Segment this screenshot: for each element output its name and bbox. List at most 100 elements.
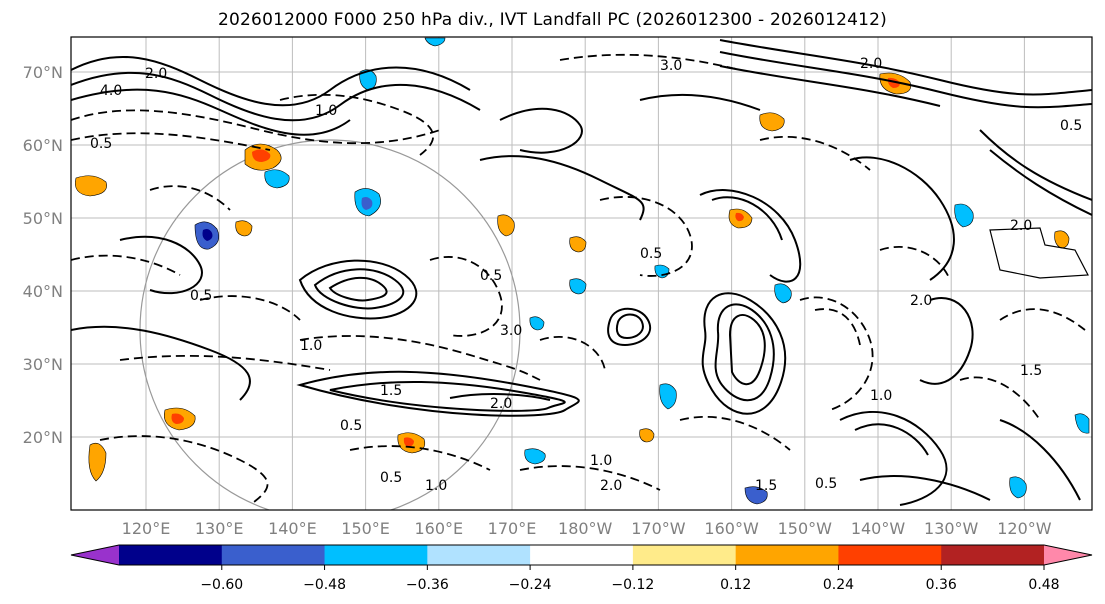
lat-tick-label: 20°N	[23, 428, 63, 447]
colorbar-segment	[119, 545, 223, 565]
contour-label: 0.5	[340, 418, 362, 434]
contour-line	[719, 51, 1092, 109]
lon-tick-label: 140°E	[268, 519, 317, 538]
lat-tick-label: 60°N	[23, 136, 63, 155]
shade-cyan	[569, 278, 587, 295]
contour-line	[759, 136, 871, 171]
contour-line	[879, 245, 951, 281]
contour-label: 0.5	[480, 268, 502, 284]
contour-line	[607, 307, 651, 347]
contour-line	[711, 196, 783, 241]
colorbar-segment	[427, 545, 531, 565]
shade-cyan	[744, 486, 768, 505]
shade-cyan	[529, 316, 545, 331]
contour-label: 2.0	[490, 396, 512, 412]
contour-line	[799, 296, 874, 411]
contour-label: 1.0	[315, 103, 337, 119]
contour-line	[999, 308, 1086, 331]
contour-line	[71, 88, 351, 136]
contour-label: 1.5	[755, 478, 777, 494]
colorbar-segment	[838, 545, 942, 565]
contour-line	[849, 156, 955, 281]
contour-line	[71, 56, 471, 107]
colorbar-tick-label: 0.24	[823, 577, 854, 593]
contour-label: 0.5	[190, 288, 212, 304]
contour-line	[999, 419, 1081, 501]
contour-line	[71, 254, 181, 276]
contour-line	[719, 39, 1092, 96]
colorbar-tick-label: −0.12	[611, 577, 654, 593]
lon-tick-label: 140°W	[851, 519, 906, 538]
colorbar-tick-label: −0.36	[406, 577, 449, 593]
colorbar-segment	[632, 545, 737, 565]
shade-red	[171, 413, 184, 424]
contour-line	[979, 129, 1092, 201]
contour-line	[699, 189, 802, 283]
contour-line	[119, 235, 203, 295]
coastline	[989, 227, 1089, 279]
contour-line	[329, 380, 566, 412]
contour-line	[299, 335, 541, 381]
contour-label: 1.5	[380, 383, 402, 399]
contour-label: 0.5	[815, 476, 837, 492]
shade-orange	[88, 442, 107, 482]
contour-line	[328, 276, 388, 302]
contour-line	[71, 109, 441, 145]
colorbar-tick-label: 0.48	[1028, 577, 1059, 593]
contour-label: 0.5	[1060, 118, 1082, 134]
contour-label: 0.5	[90, 136, 112, 152]
contour-line	[728, 314, 766, 386]
contour-label: 1.5	[1020, 363, 1042, 379]
contour-line	[714, 303, 775, 402]
contour-label: 2.0	[145, 66, 167, 82]
divergence-shading	[75, 37, 1090, 505]
shade-red	[403, 437, 414, 447]
contour-line	[859, 475, 991, 501]
lon-tick-label: 150°W	[778, 519, 833, 538]
contour-line	[99, 435, 269, 506]
lon-tick-label: 120°E	[122, 519, 171, 538]
shade-cyan	[1074, 413, 1090, 434]
contour-line	[814, 308, 861, 346]
shade-cyan	[1009, 476, 1027, 499]
colorbar-segment	[735, 545, 839, 565]
contour-label: 2.0	[910, 293, 932, 309]
contour-label: 1.0	[870, 388, 892, 404]
colorbar-tick-label: −0.60	[200, 577, 243, 593]
colorbar-segment	[941, 545, 1045, 565]
ivt-contours-solid	[71, 39, 1092, 506]
shade-orange	[639, 428, 655, 443]
contour-line	[919, 297, 974, 385]
contour-line	[615, 313, 644, 340]
contour-line	[839, 411, 948, 506]
contour-label: 0.5	[640, 246, 662, 262]
shade-cyan	[424, 37, 446, 47]
gridlines	[71, 37, 1092, 510]
contour-line	[854, 423, 929, 456]
lon-tick-label: 160°E	[414, 519, 463, 538]
contour-line	[71, 71, 481, 122]
colorbar-outline	[70, 544, 1093, 566]
contour-label: 0.5	[380, 470, 402, 486]
contour-line	[119, 354, 331, 371]
ivt-contours-dashed	[71, 53, 1086, 506]
contour-line	[313, 268, 405, 310]
lat-tick-label: 70°N	[23, 63, 63, 82]
contour-line	[149, 185, 231, 211]
shade-red	[252, 149, 271, 162]
shade-navy	[202, 229, 213, 241]
contour-line	[679, 416, 791, 451]
contour-line	[719, 65, 941, 107]
shade-orange	[75, 175, 107, 197]
shade-cyan	[954, 203, 974, 228]
shade-orange	[235, 220, 253, 237]
contour-line	[429, 256, 503, 337]
contour-line	[349, 445, 491, 471]
lon-tick-label: 150°E	[341, 519, 390, 538]
shade-cyan	[774, 283, 792, 304]
contour-line	[296, 370, 580, 417]
longitude-labels: 120°E 130°E 140°E 150°E 160°E 170°E 180°W 170°W…	[122, 519, 1052, 538]
lat-tick-label: 50°N	[23, 209, 63, 228]
colorbar-extend-high	[1044, 545, 1092, 565]
